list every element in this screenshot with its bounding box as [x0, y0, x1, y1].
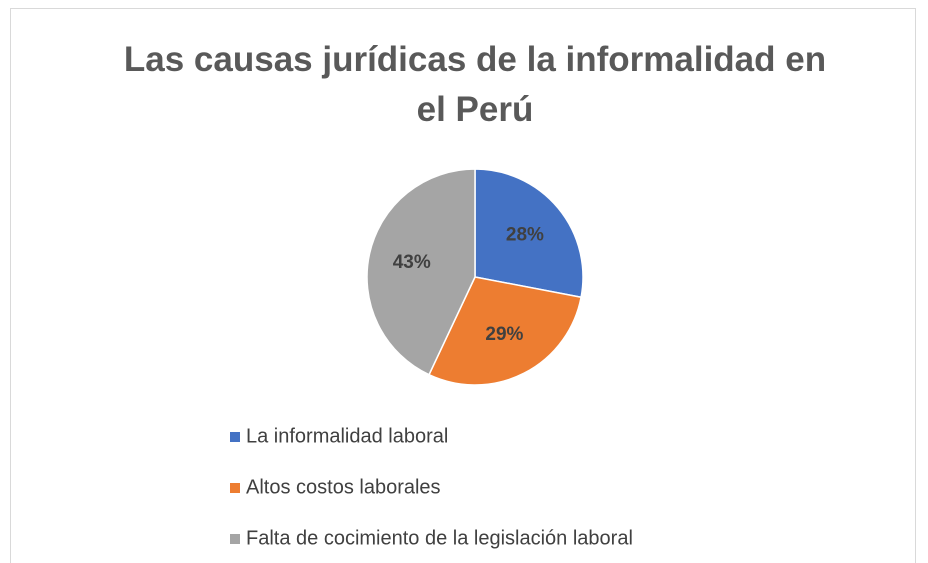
pie-slice [366, 168, 476, 376]
chart-frame [10, 8, 916, 563]
pie-slice [428, 276, 582, 386]
legend-label: Altos costos laborales [246, 476, 441, 498]
legend-label: La informalidad laboral [246, 425, 448, 447]
data-label: 28% [506, 225, 544, 246]
pie-slice [474, 168, 584, 299]
legend-swatch [230, 534, 240, 544]
chart-title: Las causas jurídicas de la informalidad … [123, 40, 827, 129]
legend-label: Falta de cocimiento de la legislación la… [246, 527, 633, 549]
data-label: 43% [393, 252, 431, 273]
legend-swatch [230, 432, 240, 442]
data-label: 29% [485, 324, 523, 345]
legend-swatch [230, 483, 240, 493]
